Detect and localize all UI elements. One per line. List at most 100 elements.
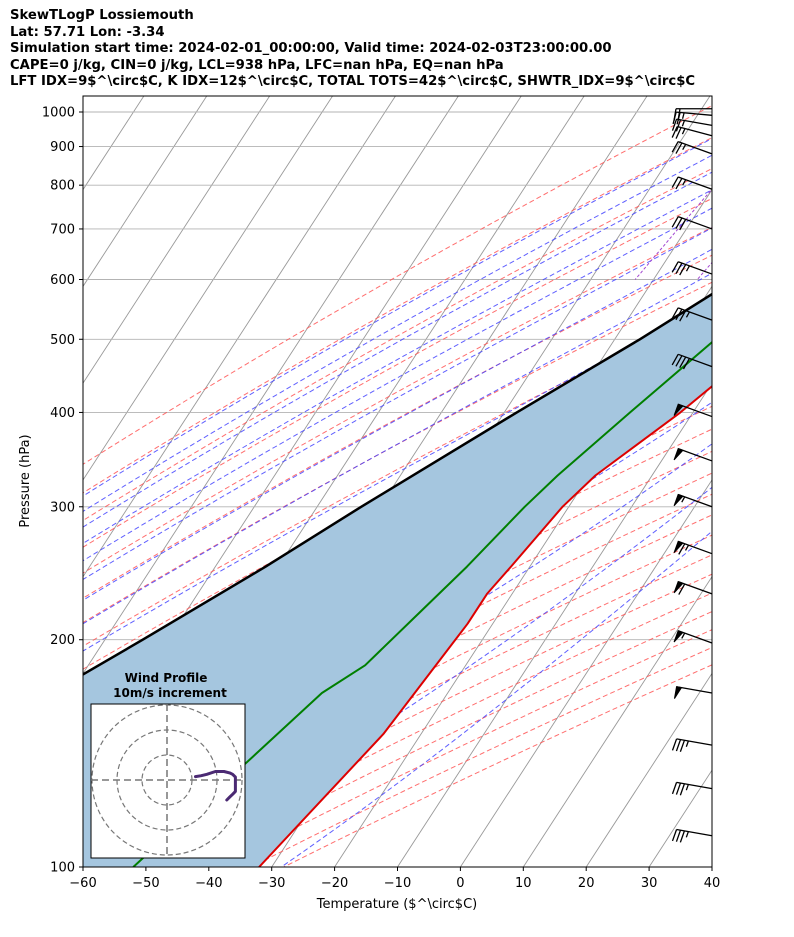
wind-barb: [673, 493, 713, 508]
isotherm-line: [460, 479, 712, 867]
wind-barb-feather: [679, 310, 687, 322]
wind-barb-staff: [677, 353, 713, 368]
y-tick-label: 800: [50, 179, 75, 194]
wind-barb-feather: [671, 176, 679, 188]
wind-barb: [671, 176, 713, 190]
moist-adiabat: [83, 299, 712, 652]
wind-barb-staff: [676, 111, 713, 116]
wind-barb-staff: [677, 580, 713, 595]
x-tick-label: 40: [704, 876, 721, 891]
wind-barb-staff: [677, 630, 713, 644]
wind-barb-feather: [671, 261, 679, 273]
wind-barb-flag: [673, 493, 684, 507]
wind-barb-staff: [677, 540, 713, 555]
wind-barb-feather: [671, 738, 678, 751]
wind-barb: [671, 125, 713, 139]
wind-barb-feather: [678, 543, 686, 555]
wind-barb-feather: [671, 829, 678, 842]
isotherm-line: [711, 866, 712, 867]
y-tick-label: 500: [50, 333, 75, 348]
dry-adiabat: [283, 664, 712, 867]
wind-barb-feather: [679, 219, 687, 231]
wind-barb-staff: [676, 118, 713, 127]
isotherm-line: [83, 96, 333, 481]
isotherm-line: [0, 96, 18, 867]
x-axis-label: Temperature ($^\circ$C): [316, 897, 477, 912]
y-tick-label: 100: [50, 861, 75, 876]
indices-line-1: CAPE=0 j/kg, CIN=0 j/kg, LCL=938 hPa, LF…: [10, 57, 504, 73]
inset-plot: [91, 704, 245, 858]
wind-barb-staff: [677, 140, 713, 155]
hodograph-trace: [194, 770, 237, 802]
wind-barb-staff: [676, 686, 713, 694]
wind-barb: [673, 630, 713, 644]
wind-barb: [671, 353, 713, 370]
wind-barb-feather: [675, 178, 683, 190]
wind-barb-flag: [673, 580, 684, 594]
wind-barb-half-feather: [685, 831, 689, 838]
x-tick-label: −40: [195, 876, 222, 891]
wind-barb-flag: [673, 447, 684, 461]
wind-barb-half-feather: [682, 179, 687, 186]
dry-adiabat: [250, 646, 712, 867]
wind-barb-half-feather: [682, 144, 687, 150]
wind-barb-half-feather: [681, 496, 686, 503]
x-tick-label: 30: [641, 876, 658, 891]
wind-barb-feather: [675, 739, 682, 752]
y-tick-label: 200: [50, 633, 75, 648]
wind-barb-staff: [677, 493, 713, 508]
moist-adiabat: [83, 171, 712, 528]
x-tick-label: −20: [321, 876, 348, 891]
wind-barb-feather: [675, 142, 683, 154]
wind-barb: [671, 828, 713, 843]
wind-barb-staff: [677, 216, 713, 230]
dry-adiabat: [83, 307, 712, 647]
wind-barb-feather: [679, 356, 687, 368]
wind-barb-half-feather: [681, 120, 686, 127]
y-tick-label: 300: [50, 500, 75, 515]
y-tick-label: 1000: [42, 105, 75, 120]
wind-barb-feather: [675, 829, 682, 842]
wind-barb-staff: [677, 403, 713, 418]
wind-barb: [673, 108, 712, 121]
wind-barb-feather: [678, 583, 686, 595]
wind-barb-half-feather: [681, 632, 686, 639]
wind-barb: [671, 738, 713, 752]
x-tick-label: −50: [132, 876, 159, 891]
mixing-ratio-line: [748, 81, 794, 280]
wind-barb-feather: [675, 308, 683, 321]
wind-barb-flag: [673, 403, 684, 416]
wind-barb-staff: [677, 176, 713, 190]
wind-barb-staff: [677, 307, 713, 321]
mixing-ratio-line: [634, 188, 712, 280]
wind-barb: [671, 261, 713, 276]
wind-barb-feather: [679, 264, 687, 276]
chart-title: SkewTLogP Lossiemouth: [10, 8, 194, 23]
wind-barb-feather: [679, 740, 686, 752]
x-tick-label: −60: [69, 876, 96, 891]
axes: −60 −50 −40 −30 −20 −10 0 10 20 30 40 100 200 300 400 5…: [42, 95, 721, 891]
x-tick-label: 20: [578, 876, 595, 891]
wind-barb-feather: [675, 119, 682, 132]
wind-barb-half-feather: [685, 311, 691, 318]
moist-adiabat: [145, 486, 712, 867]
wind-barb-feather: [675, 262, 683, 275]
wind-barb-feather: [675, 355, 683, 367]
wind-barb-staff: [676, 828, 713, 837]
dry-adiabat: [153, 592, 712, 867]
wind-barb-feather: [671, 126, 678, 138]
wind-barb: [673, 447, 713, 462]
temperature-line: [258, 384, 712, 867]
wind-barb-half-feather: [685, 740, 689, 747]
wind-barb-flag: [673, 540, 684, 553]
wind-barb-feather: [671, 216, 679, 228]
parcel-line: [83, 292, 712, 676]
wind-barb-feather: [671, 353, 679, 366]
wind-barb-feather: [671, 141, 679, 153]
y-tick-label: 600: [50, 273, 75, 288]
wind-barb-feather: [677, 108, 681, 121]
wind-barb-feather: [671, 118, 678, 131]
wind-barb-flag: [673, 686, 683, 699]
x-tick-label: 0: [456, 876, 464, 891]
wind-barb-staff: [677, 261, 713, 275]
